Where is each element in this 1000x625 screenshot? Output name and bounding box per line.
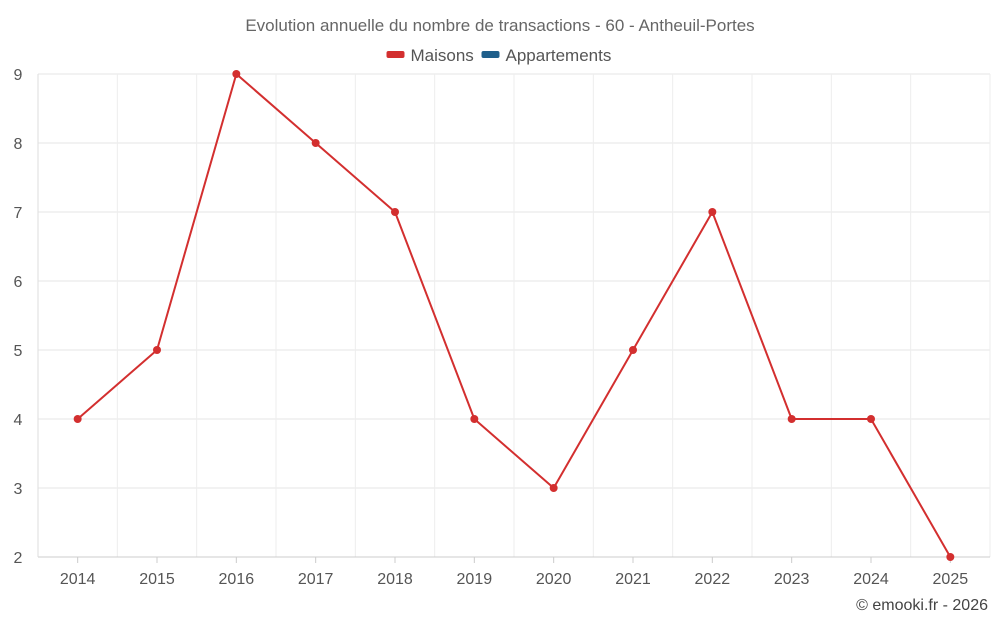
data-point (629, 346, 637, 354)
data-point (708, 208, 717, 216)
legend-label-appartements: Appartements (506, 46, 612, 65)
data-point (391, 208, 399, 216)
x-tick-label: 2016 (219, 571, 255, 588)
x-tick-label: 2014 (60, 571, 96, 588)
y-tick-label: 6 (14, 274, 23, 291)
x-tick-label: 2025 (933, 571, 969, 588)
series-layer (73, 70, 955, 561)
series-line-maisons (77, 73, 952, 558)
credit-text: © emooki.fr - 2026 (856, 597, 988, 614)
legend-swatch-maisons (386, 51, 405, 58)
legend-label-maisons: Maisons (411, 46, 474, 65)
x-tick-label: 2023 (774, 571, 810, 588)
y-tick-label: 8 (14, 136, 23, 153)
data-point (867, 415, 875, 423)
data-point (946, 553, 955, 561)
chart-title: Evolution annuelle du nombre de transact… (245, 16, 754, 35)
y-tick-label: 5 (14, 343, 23, 360)
legend: Maisons Appartements (386, 46, 612, 65)
data-point (787, 415, 796, 423)
x-tick-label: 2017 (298, 571, 334, 588)
data-point (470, 415, 479, 423)
data-point (549, 484, 558, 492)
x-tick-label: 2018 (377, 571, 413, 588)
data-point (311, 139, 320, 147)
x-tick-label: 2021 (615, 571, 651, 588)
x-tick-label: 2020 (536, 571, 572, 588)
x-tick-label: 2015 (139, 571, 175, 588)
x-axis: 2014 2015 2016 2017 2018 2019 2020 2021 2022 2023… (60, 557, 968, 588)
data-point (153, 346, 161, 354)
y-tick-label: 4 (14, 412, 23, 429)
y-tick-label: 2 (14, 550, 23, 567)
legend-swatch-appartements (481, 51, 500, 58)
y-axis: 2 3 4 5 6 7 8 9 (14, 67, 23, 567)
data-point (232, 70, 241, 78)
y-tick-label: 9 (14, 67, 23, 84)
grid (37, 73, 991, 558)
x-tick-label: 2019 (457, 571, 493, 588)
y-tick-label: 7 (14, 205, 23, 222)
y-tick-label: 3 (14, 481, 23, 498)
x-tick-label: 2024 (853, 571, 889, 588)
data-point (73, 415, 82, 423)
x-tick-label: 2022 (695, 571, 731, 588)
